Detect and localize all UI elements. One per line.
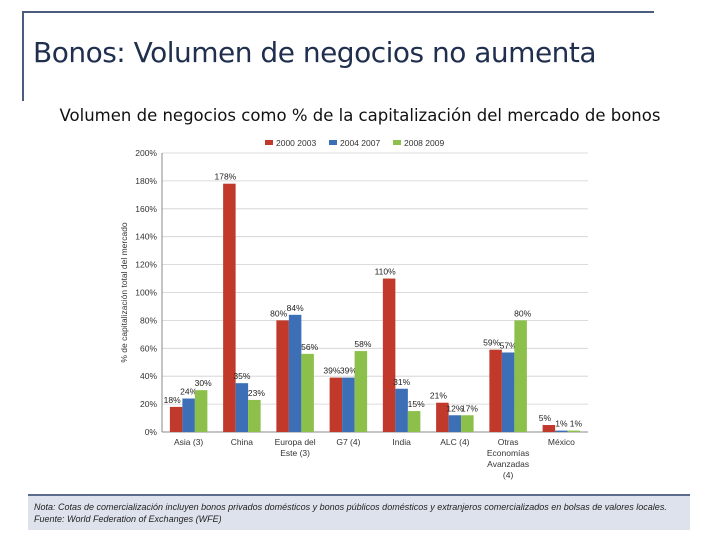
bar-data-label: 80% bbox=[514, 308, 531, 318]
bar bbox=[514, 320, 527, 432]
y-tick-label: 60% bbox=[140, 343, 157, 353]
bar-data-label: 15% bbox=[408, 399, 425, 409]
bar bbox=[542, 425, 556, 432]
bar-data-label: 58% bbox=[354, 339, 371, 349]
frame-top-line bbox=[22, 11, 654, 13]
bar bbox=[301, 353, 314, 432]
bar bbox=[436, 402, 449, 432]
bar bbox=[223, 183, 236, 432]
bar bbox=[248, 399, 261, 432]
legend-swatch bbox=[265, 140, 273, 145]
legend-entry: 2004 2007 bbox=[340, 138, 380, 148]
bar-data-label: 30% bbox=[195, 378, 212, 388]
slide-title: Bonos: Volumen de negocios no aumenta bbox=[33, 36, 597, 69]
x-category-label: India bbox=[392, 437, 411, 447]
legend-swatch bbox=[393, 140, 401, 145]
legend-swatch bbox=[329, 140, 337, 145]
bar-data-label: 17% bbox=[461, 403, 478, 413]
y-tick-label: 200% bbox=[135, 148, 157, 158]
bar-data-label: 57% bbox=[500, 340, 517, 350]
bar-data-label: 1% bbox=[555, 419, 568, 429]
bar-data-label: 39% bbox=[340, 366, 357, 376]
y-tick-label: 20% bbox=[140, 399, 157, 409]
x-category-label: G7 (4) bbox=[336, 437, 360, 447]
bar bbox=[461, 415, 474, 432]
bar-data-label: 178% bbox=[215, 172, 237, 182]
bar-data-label: 21% bbox=[430, 391, 447, 401]
bar bbox=[555, 430, 568, 432]
x-category-label: Otras bbox=[498, 437, 519, 447]
bar-data-label: 23% bbox=[248, 388, 265, 398]
bar bbox=[169, 406, 183, 432]
bar-data-label: 5% bbox=[539, 413, 552, 423]
bar-data-label: 1% bbox=[570, 419, 583, 429]
bar bbox=[354, 351, 368, 432]
bar bbox=[182, 398, 195, 432]
bar-data-label: 110% bbox=[375, 267, 397, 277]
y-tick-label: 100% bbox=[135, 288, 157, 298]
bar bbox=[567, 430, 581, 432]
bar-chart: % de capitalización total del mercado 0% 2… bbox=[110, 134, 595, 490]
x-category-label: Este (3) bbox=[280, 448, 310, 458]
bar bbox=[342, 377, 355, 432]
chart-subtitle: Volumen de negocios como % de la capital… bbox=[59, 106, 661, 125]
legend-entry: 2000 2003 bbox=[276, 138, 316, 148]
bar bbox=[448, 415, 462, 432]
bar bbox=[329, 377, 343, 432]
y-tick-label: 140% bbox=[135, 232, 157, 242]
y-tick-label: 160% bbox=[135, 204, 157, 214]
bar bbox=[235, 383, 249, 432]
bar bbox=[407, 411, 421, 432]
legend-entry: 2008 2009 bbox=[404, 138, 444, 148]
y-tick-label: 120% bbox=[135, 260, 157, 270]
x-category-label: Asia (3) bbox=[174, 437, 203, 447]
y-tick-label: 80% bbox=[140, 315, 157, 325]
x-category-label: China bbox=[231, 437, 253, 447]
x-category-label: (4) bbox=[503, 470, 514, 480]
y-tick-label: 0% bbox=[145, 427, 158, 437]
x-category-label: ALC (4) bbox=[440, 437, 469, 447]
bar bbox=[194, 390, 208, 432]
bar-data-label: 84% bbox=[287, 303, 304, 313]
x-category-label: Avanzadas bbox=[487, 459, 529, 469]
bar bbox=[276, 320, 289, 432]
bar-data-label: 56% bbox=[301, 342, 318, 352]
x-category-label: Europa del bbox=[275, 437, 316, 447]
bar-data-label: 31% bbox=[393, 377, 410, 387]
y-tick-label: 40% bbox=[140, 371, 157, 381]
bar-data-label: 35% bbox=[233, 371, 250, 381]
x-category-label: México bbox=[548, 437, 575, 447]
y-tick-label: 180% bbox=[135, 176, 157, 186]
bar-data-label: 59% bbox=[483, 338, 500, 348]
x-category-label: Economías bbox=[487, 448, 530, 458]
bar bbox=[288, 314, 302, 432]
bar bbox=[501, 352, 515, 432]
bar-data-label: 39% bbox=[323, 366, 340, 376]
bar-data-label: 80% bbox=[270, 308, 287, 318]
footnote: Nota: Cotas de comercialización incluyen… bbox=[28, 494, 690, 530]
bar-data-label: 18% bbox=[164, 395, 181, 405]
bar bbox=[382, 278, 396, 432]
frame-left-line bbox=[22, 11, 24, 101]
bar-data-label: 12% bbox=[446, 403, 463, 413]
bar bbox=[395, 388, 408, 432]
y-axis-label: % de capitalización total del mercado bbox=[119, 222, 129, 363]
bar-chart-svg: % de capitalización total del mercado 0% 2… bbox=[119, 138, 588, 480]
bar bbox=[489, 349, 502, 432]
bar-data-label: 24% bbox=[180, 387, 197, 397]
